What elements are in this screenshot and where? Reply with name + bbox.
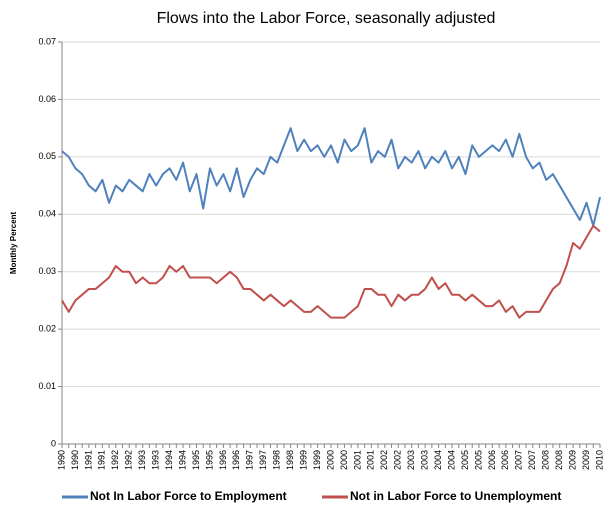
x-tick-label: 1999 <box>312 450 322 470</box>
x-tick-label: 2010 <box>594 450 604 470</box>
y-tick-label: 0.04 <box>38 209 56 219</box>
x-tick-label: 1993 <box>137 450 147 470</box>
x-tick-label: 2001 <box>366 450 376 470</box>
x-tick-label: 1991 <box>97 450 107 470</box>
x-tick-label: 2004 <box>446 450 456 470</box>
chart-title: Flows into the Labor Force, seasonally a… <box>157 10 496 27</box>
x-tick-label: 2006 <box>500 450 510 470</box>
y-tick-label: 0.02 <box>38 324 56 334</box>
x-tick-label: 2001 <box>352 450 362 470</box>
x-tick-label: 1996 <box>231 450 241 470</box>
x-tick-label: 1998 <box>285 450 295 470</box>
x-tick-label: 1990 <box>70 450 80 470</box>
x-tick-label: 1998 <box>272 450 282 470</box>
x-tick-label: 2008 <box>554 450 564 470</box>
y-axis-label: Monthly Percent <box>9 212 18 275</box>
y-tick-label: 0 <box>51 438 56 448</box>
x-tick-label: 1999 <box>298 450 308 470</box>
x-tick-label: 1993 <box>151 450 161 470</box>
x-tick-label: 2004 <box>433 450 443 470</box>
x-tick-label: 1997 <box>245 450 255 470</box>
x-tick-label: 2009 <box>581 450 591 470</box>
y-tick-label: 0.07 <box>38 36 56 46</box>
x-tick-label: 1991 <box>83 450 93 470</box>
x-tick-label: 1990 <box>56 450 66 470</box>
y-tick-label: 0.06 <box>38 94 56 104</box>
x-tick-label: 2000 <box>339 450 349 470</box>
x-tick-label: 1992 <box>124 450 134 470</box>
x-tick-label: 2005 <box>460 450 470 470</box>
series-line <box>61 127 601 227</box>
legend-label: Not in Labor Force to Unemployment <box>350 489 561 503</box>
x-tick-label: 2002 <box>393 450 403 470</box>
y-tick-label: 0.01 <box>38 381 56 391</box>
x-tick-label: 2009 <box>567 450 577 470</box>
x-tick-label: 2000 <box>325 450 335 470</box>
legend-label: Not In Labor Force to Employment <box>90 489 287 503</box>
x-tick-label: 2003 <box>406 450 416 470</box>
x-tick-label: 2002 <box>379 450 389 470</box>
series-line <box>61 224 601 319</box>
x-tick-label: 1992 <box>110 450 120 470</box>
x-tick-label: 1995 <box>204 450 214 470</box>
x-tick-label: 2008 <box>541 450 551 470</box>
x-tick-label: 1996 <box>218 450 228 470</box>
y-tick-label: 0.05 <box>38 151 56 161</box>
y-tick-label: 0.03 <box>38 266 56 276</box>
x-tick-label: 1994 <box>177 450 187 470</box>
x-tick-label: 1995 <box>191 450 201 470</box>
x-tick-label: 2006 <box>487 450 497 470</box>
x-tick-label: 1997 <box>258 450 268 470</box>
x-tick-label: 1994 <box>164 450 174 470</box>
x-tick-label: 2007 <box>527 450 537 470</box>
x-tick-label: 2003 <box>420 450 430 470</box>
x-tick-label: 2007 <box>514 450 524 470</box>
x-tick-label: 2005 <box>473 450 483 470</box>
